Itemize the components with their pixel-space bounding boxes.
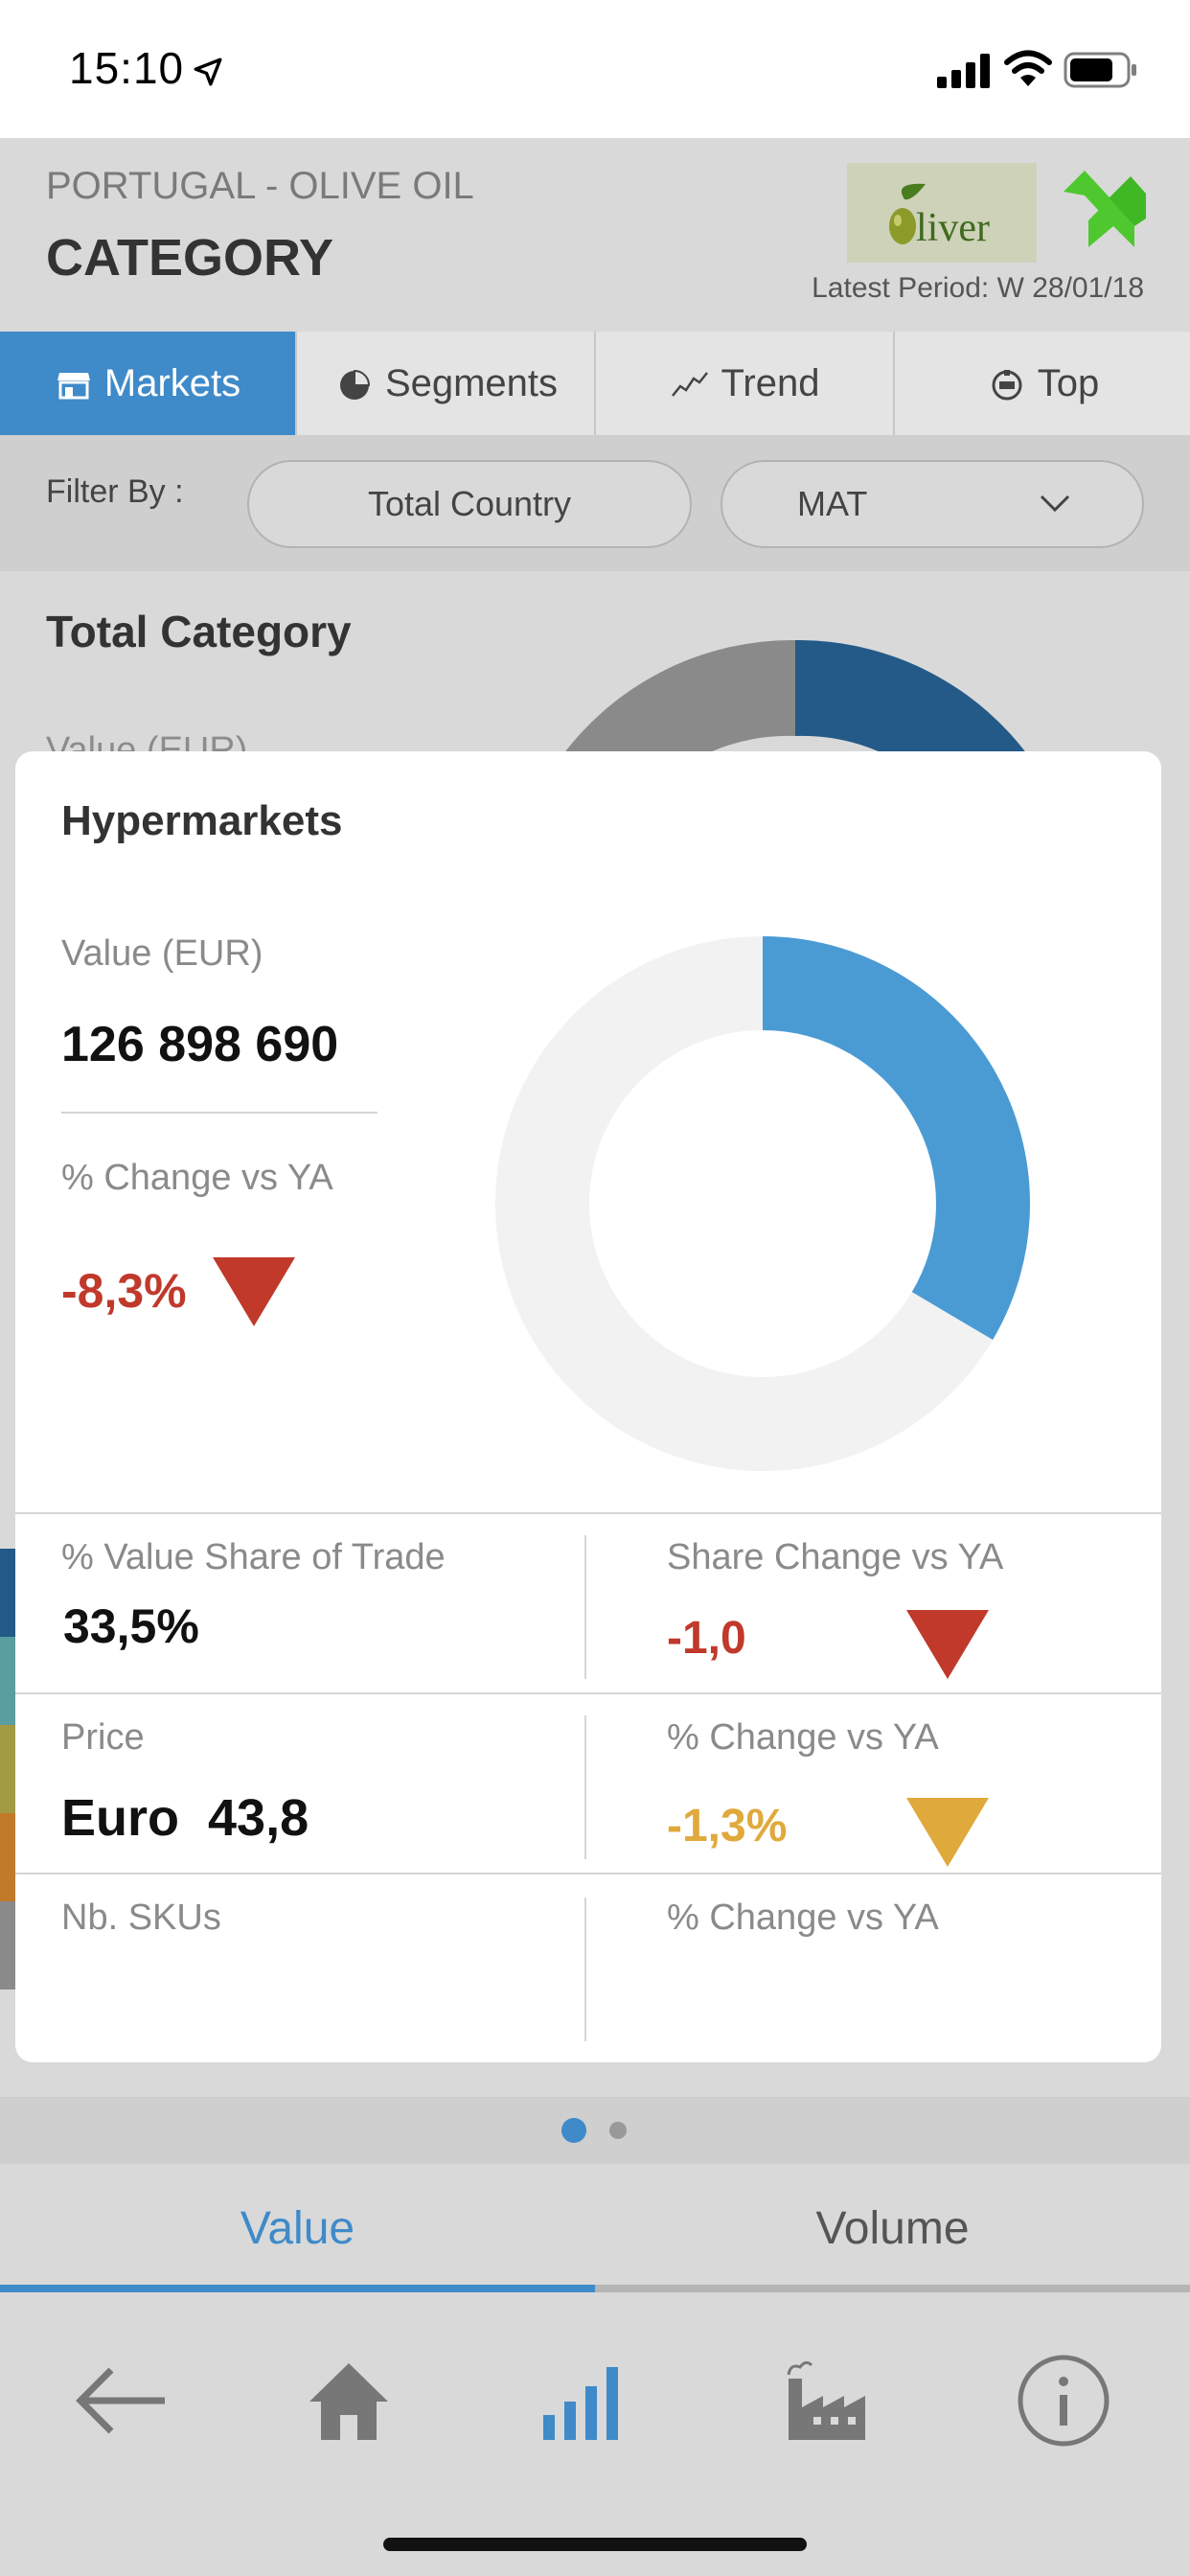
- tab-segments[interactable]: Segments: [299, 332, 596, 435]
- down-triangle-icon: [906, 1610, 989, 1679]
- page-dot-active[interactable]: [561, 2118, 586, 2143]
- factory-icon: [787, 2360, 865, 2440]
- country-filter-value: Total Country: [367, 484, 572, 523]
- logo-text: liver: [916, 206, 990, 250]
- period-filter[interactable]: MAT: [721, 460, 1144, 548]
- brand-logo-icon: [1064, 171, 1146, 247]
- info-button[interactable]: [996, 2338, 1131, 2463]
- latest-period: Latest Period: W 28/01/18: [812, 272, 1144, 304]
- change-label: % Change vs YA: [61, 1158, 333, 1198]
- tab-label: Top: [1037, 361, 1100, 404]
- segment-detail-card: Hypermarkets Value (EUR) 126 898 690 % C…: [15, 751, 1161, 2062]
- back-arrow-icon: [76, 2367, 165, 2434]
- tab-top[interactable]: Top: [897, 332, 1190, 435]
- page-dot[interactable]: [609, 2122, 627, 2139]
- divider: [15, 1512, 1161, 1514]
- change-value: -8,3%: [61, 1264, 187, 1318]
- back-button[interactable]: [54, 2338, 188, 2463]
- page-title: CATEGORY: [46, 229, 334, 287]
- pie-icon: [335, 364, 374, 402]
- price-change-value: -1,3%: [667, 1801, 788, 1852]
- card-title: Hypermarkets: [61, 797, 343, 844]
- down-triangle-icon: [906, 1798, 989, 1867]
- volume-toggle[interactable]: Volume: [595, 2164, 1190, 2292]
- top-icon: [988, 364, 1026, 402]
- filter-bar: Filter By : Total Country MAT: [0, 435, 1190, 571]
- tab-label: Trend: [721, 361, 820, 404]
- skus-label: Nb. SKUs: [61, 1898, 221, 1938]
- bar-strip: [0, 1637, 15, 1725]
- value-toggle[interactable]: Value: [0, 2164, 595, 2292]
- price-label: Price: [61, 1717, 145, 1758]
- page-indicator: [0, 2097, 1190, 2164]
- value-amount: 126 898 690: [61, 1017, 339, 1072]
- share-donut-chart: [495, 936, 1030, 1471]
- location-arrow-icon: [194, 58, 222, 86]
- column-divider: [584, 1898, 586, 2041]
- trend-icon: [671, 364, 709, 402]
- filter-label: Filter By :: [46, 473, 184, 510]
- inactive-indicator: [595, 2285, 1190, 2292]
- section-title: Total Category: [46, 607, 352, 656]
- measure-toggle: Value Volume: [0, 2164, 1190, 2292]
- divider: [61, 1112, 378, 1114]
- country-label: PORTUGAL - OLIVE OIL: [46, 165, 474, 207]
- donut-share-segment: [762, 936, 1030, 1340]
- country-filter[interactable]: Total Country: [247, 460, 692, 548]
- battery-icon: [1064, 52, 1136, 88]
- oliver-logo: liver: [847, 163, 1037, 263]
- down-triangle-icon: [213, 1257, 295, 1326]
- value-toggle-label: Value: [240, 2202, 355, 2254]
- value-label: Value (EUR): [61, 933, 263, 974]
- charts-button[interactable]: [515, 2338, 650, 2463]
- bar-strip: [0, 1813, 15, 1901]
- signal-icon: [937, 54, 990, 88]
- status-bar: 15:10: [0, 0, 1190, 138]
- active-indicator: [0, 2285, 595, 2292]
- price-value: Euro 43,8: [61, 1789, 309, 1847]
- app-header: PORTUGAL - OLIVE OIL CATEGORY liver Late…: [0, 138, 1190, 332]
- home-icon: [309, 2363, 388, 2440]
- chevron-down-icon: [1040, 494, 1070, 513]
- divider: [15, 1873, 1161, 1874]
- column-divider: [584, 1715, 586, 1859]
- olive-icon: [889, 183, 926, 244]
- factory-button[interactable]: [757, 2338, 891, 2463]
- tab-trend[interactable]: Trend: [598, 332, 895, 435]
- main-tabs: Markets Segments Trend Top: [0, 332, 1190, 435]
- tab-label: Segments: [384, 361, 559, 404]
- period-filter-value: MAT: [797, 484, 868, 523]
- home-button[interactable]: [282, 2338, 416, 2463]
- tab-markets[interactable]: Markets: [0, 332, 297, 435]
- bar-strip: [0, 1549, 15, 1637]
- bar-strip: [0, 1725, 15, 1813]
- bar-chart-icon: [543, 2367, 618, 2440]
- home-indicator: [383, 2538, 807, 2551]
- share-change-value: -1,0: [667, 1613, 746, 1664]
- bottom-navigation: [0, 2292, 1190, 2576]
- bar-strip: [0, 1901, 15, 1990]
- skus-change-label: % Change vs YA: [667, 1898, 939, 1938]
- store-icon: [55, 364, 93, 402]
- value-share-value: 33,5%: [63, 1599, 199, 1653]
- column-divider: [584, 1535, 586, 1679]
- value-share-label: % Value Share of Trade: [61, 1537, 446, 1577]
- info-icon: [1018, 2355, 1110, 2447]
- volume-toggle-label: Volume: [815, 2202, 970, 2254]
- divider: [15, 1692, 1161, 1694]
- status-time: 15:10: [69, 43, 185, 93]
- share-change-label: Share Change vs YA: [667, 1537, 1004, 1577]
- price-change-label: % Change vs YA: [667, 1717, 939, 1758]
- tab-label: Markets: [103, 361, 241, 404]
- wifi-icon: [1004, 50, 1052, 86]
